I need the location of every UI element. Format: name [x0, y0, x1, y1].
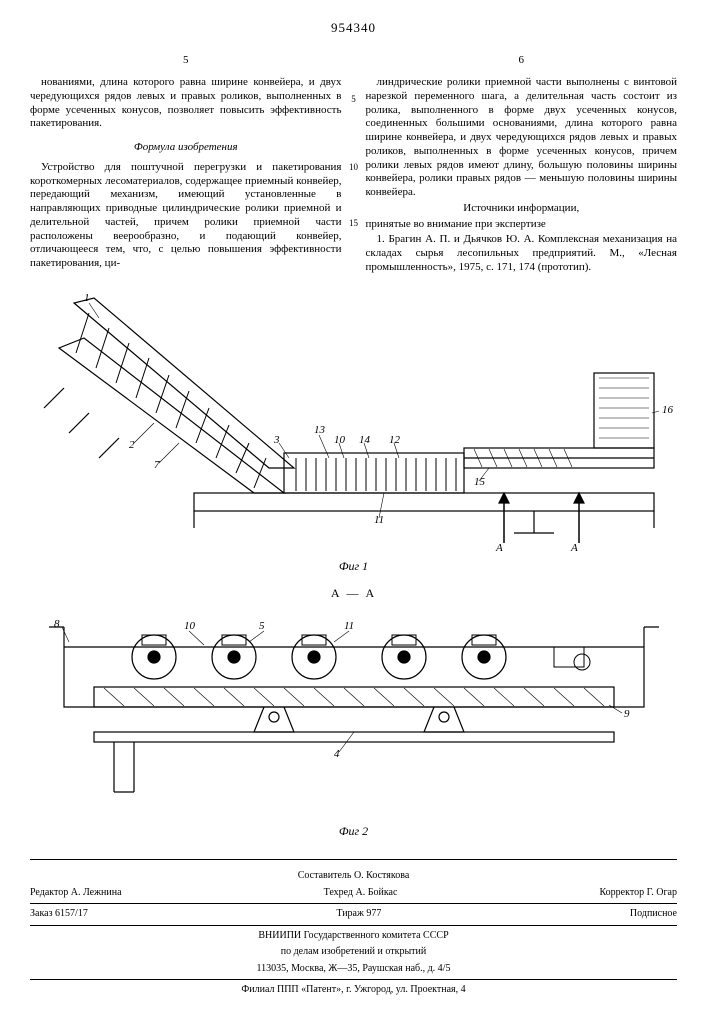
fig1-svg: 1 2 7 3 10 13 14 12 15 11 16 A A [34, 293, 674, 553]
footer-editor: Редактор А. Лежнина [30, 887, 122, 900]
footer-tirazh: Тираж 977 [336, 908, 381, 921]
footer: Составитель О. Костякова Редактор А. Леж… [30, 859, 677, 997]
f1-c12: 12 [389, 434, 401, 446]
figure-1: 1 2 7 3 10 13 14 12 15 11 16 A A Фиг 1 [30, 293, 677, 575]
f1-c1: 1 [84, 293, 90, 304]
f1-c11: 11 [374, 514, 384, 526]
footer-addr2: Филиал ППП «Патент», г. Ужгород, ул. Про… [30, 984, 677, 997]
right-para-1: линдрические ролики приемной части выпол… [366, 76, 678, 200]
footer-subscription: Подписное [630, 908, 677, 921]
f1-A2: A [570, 542, 578, 553]
f1-A1: A [495, 542, 503, 553]
f2-c9: 9 [624, 708, 630, 720]
line-number-15: 15 [349, 218, 358, 229]
f1-c14: 14 [359, 434, 371, 446]
f1-c7: 7 [154, 459, 160, 471]
left-para-1: нованиями, длина которого равна ширине к… [30, 76, 342, 131]
footer-addr1: 113035, Москва, Ж—35, Раушская наб., д. … [30, 963, 677, 976]
footer-techred: Техред А. Бойкас [324, 887, 398, 900]
footer-order: Заказ 6157/17 [30, 908, 88, 921]
f2-c11: 11 [344, 620, 354, 632]
f1-c3: 3 [273, 434, 280, 446]
section-aa-title: А — А [30, 586, 677, 601]
f2-c10: 10 [184, 620, 196, 632]
footer-org2: по делам изобретений и открытий [30, 946, 677, 959]
sources-sub: принятые во внимание при экспертизе [366, 218, 678, 232]
line-number-10: 10 [349, 162, 358, 173]
col-num-right: 6 [366, 54, 678, 68]
left-para-2: Устройство для поштучной перегрузки и па… [30, 161, 342, 271]
f1-c16: 16 [662, 404, 674, 416]
line-number-5: 5 [351, 94, 356, 105]
footer-rule-2 [30, 925, 677, 926]
f2-c4: 4 [334, 748, 340, 760]
patent-number: 954340 [30, 20, 677, 36]
footer-org1: ВНИИПИ Государственного комитета СССР [30, 930, 677, 943]
f1-c2: 2 [129, 439, 135, 451]
f2-c5: 5 [259, 620, 265, 632]
f2-c8: 8 [54, 618, 60, 630]
column-left: 5 нованиями, длина которого равна ширине… [30, 54, 342, 276]
footer-corrector: Корректор Г. Огар [600, 887, 678, 900]
f1-c15: 15 [474, 476, 486, 488]
column-right: 6 линдрические ролики приемной части вып… [366, 54, 678, 276]
right-para-2: 1. Брагин А. П. и Дьячков Ю. А. Комплекс… [366, 233, 678, 274]
sources-title: Источники информации, [366, 202, 678, 216]
col-num-left: 5 [30, 54, 342, 68]
text-columns: 5 10 15 5 нованиями, длина которого равн… [30, 54, 677, 276]
f1-c10: 10 [334, 434, 346, 446]
figure-2: 8 10 5 11 4 9 Фиг 2 [30, 617, 677, 839]
fig1-label: Фиг 1 [30, 559, 677, 574]
footer-rule-1 [30, 903, 677, 904]
f1-c13: 13 [314, 424, 326, 436]
fig2-svg: 8 10 5 11 4 9 [34, 617, 674, 817]
footer-rule-3 [30, 979, 677, 980]
fig2-label: Фиг 2 [30, 824, 677, 839]
footer-compiler: Составитель О. Костякова [30, 870, 677, 883]
formula-title: Формула изобретения [30, 141, 342, 155]
